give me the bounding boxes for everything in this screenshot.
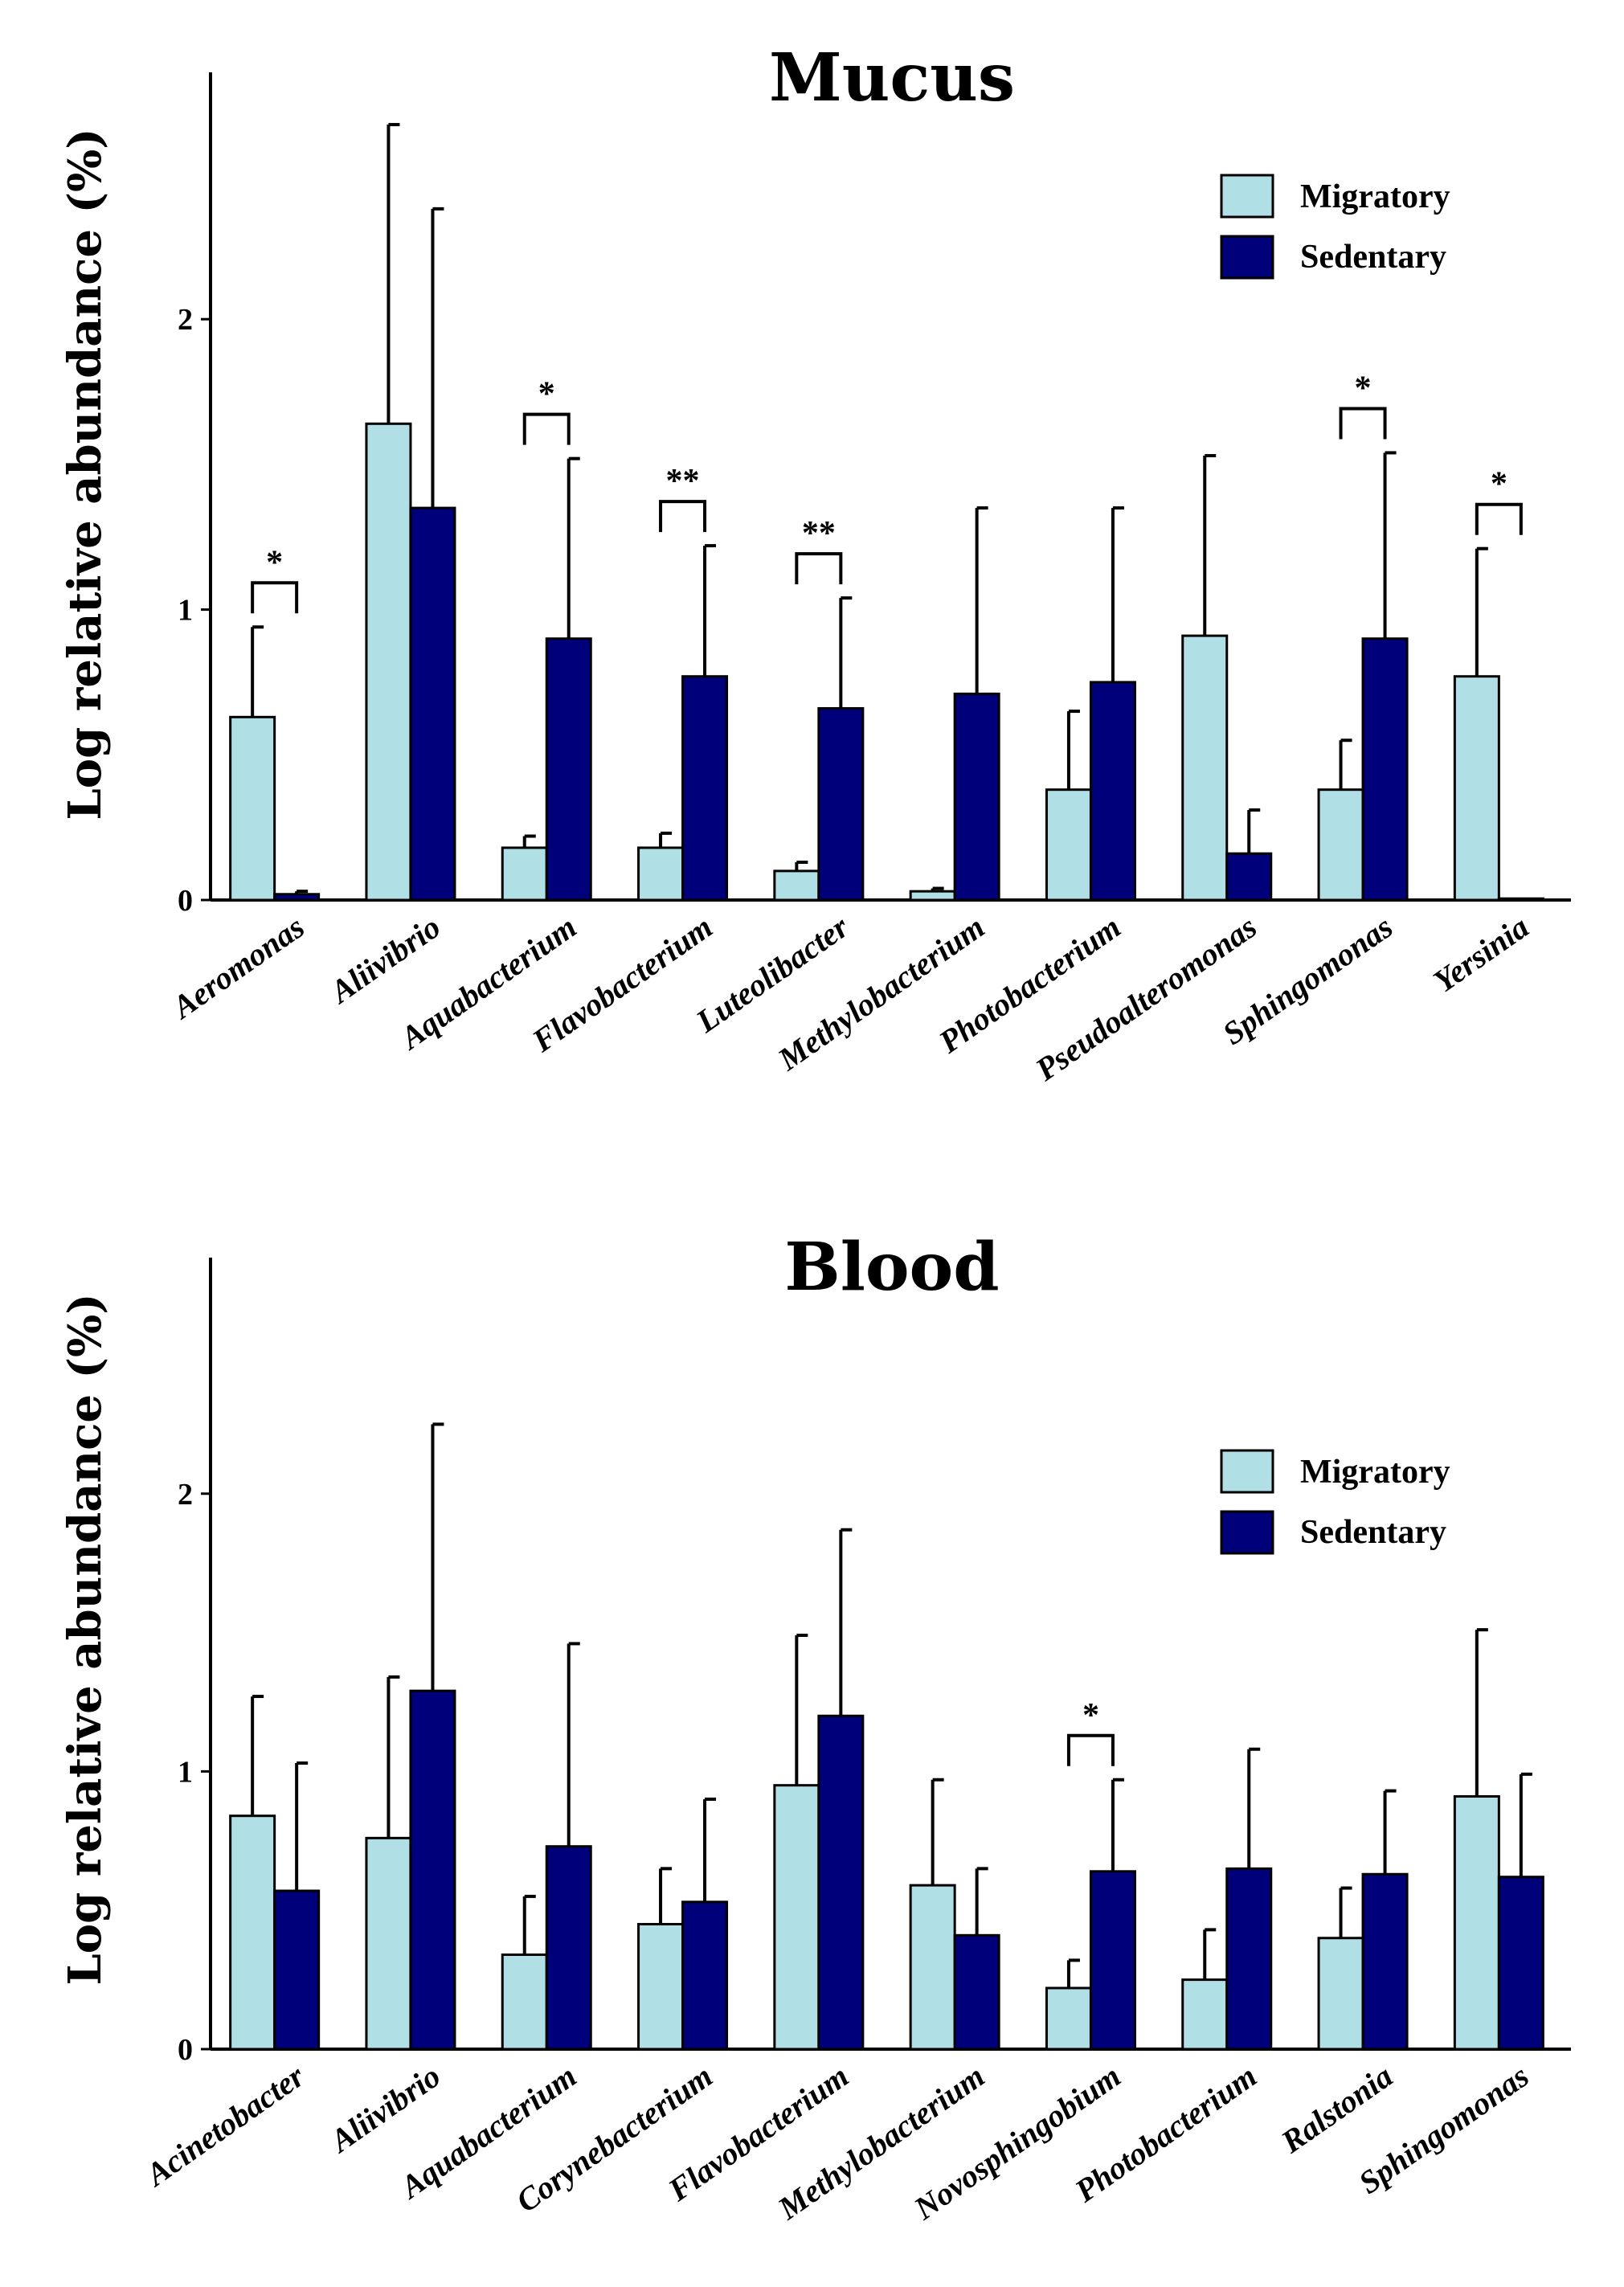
bar-sedentary-sphingomonas [1361,637,1409,902]
bar-sedentary-pseudoalteromonas [1225,852,1273,902]
bar-migratory-flavobacterium [637,846,685,902]
bar-sedentary-photobacterium [1089,681,1136,902]
x-tick-label-pseudoalteromonas: Pseudoalteromonas [1028,909,1262,1089]
chart-title: Blood [784,1229,999,1306]
bar-sedentary-acinetobacter [273,1889,321,2051]
significance-marker-novosphingobium: * [1082,1697,1099,1734]
blood-panel: Blood Log relative abundance (%) Migrato… [59,1229,1571,2227]
significance-bracket-yersinia [1475,502,1523,535]
y-axis-label: Log relative abundance (%) [59,1293,112,1985]
bar-migratory-aliivibrio [365,1836,412,2051]
significance-marker-sphingomonas: * [1355,370,1372,407]
bar-sedentary-flavobacterium [817,1714,865,2051]
bar-migratory-aquabacterium [501,1953,548,2051]
bar-sedentary-sphingomonas [1497,1876,1544,2051]
legend-swatch-sedentary [1220,1510,1274,1555]
bar-sedentary-aliivibrio [409,506,456,902]
bar-migratory-aquabacterium [501,846,548,902]
bar-sedentary-aliivibrio [409,1689,456,2051]
bar-sedentary-novosphingobium [1089,1870,1136,2051]
bar-migratory-ralstonia [1317,1937,1364,2051]
x-tick-label-ralstonia: Ralstonia [1274,2058,1399,2161]
bar-sedentary-methylobacterium [953,1933,1000,2051]
x-tick-label-acinetobacter: Acinetobacter [137,2057,311,2194]
bar-migratory-aliivibrio [365,422,412,902]
bar-migratory-corynebacterium [637,1922,685,2051]
bar-sedentary-aquabacterium [545,1845,592,2051]
mucus-panel: Mucus Log relative abundance (%) Migrato… [59,39,1571,1088]
y-tick-label: 2 [178,1478,193,1512]
bar-migratory-methylobacterium [909,1884,956,2051]
bar-migratory-yersinia [1453,675,1500,902]
y-tick-label: 2 [178,303,193,337]
bar-migratory-aeromonas [229,715,276,902]
legend-label-sedentary: Sedentary [1300,239,1446,276]
legend-label-sedentary: Sedentary [1300,1514,1446,1551]
y-tick-label: 0 [178,884,193,918]
x-tick-label-aliivibrio: Aliivibrio [321,909,447,1012]
bar-sedentary-flavobacterium [681,675,729,902]
significance-marker-yersinia: * [1491,466,1507,503]
legend-label-migratory: Migratory [1300,178,1450,215]
legend-swatch-migratory [1220,174,1274,219]
significance-marker-luteolibacter: ** [802,515,836,552]
y-tick-label: 1 [178,1755,193,1789]
significance-bracket-aeromonas [251,581,299,614]
bar-migratory-sphingomonas [1317,788,1364,902]
bar-sedentary-aquabacterium [545,637,592,902]
bar-sedentary-ralstonia [1361,1872,1409,2051]
significance-bracket-flavobacterium [659,500,707,533]
bar-migratory-sphingomonas [1453,1794,1500,2051]
significance-bracket-luteolibacter [795,552,843,585]
bar-migratory-novosphingobium [1045,1986,1092,2051]
legend: Migratory Sedentary [1220,174,1450,280]
significance-bracket-aquabacterium [522,412,571,445]
bar-sedentary-luteolibacter [817,706,865,902]
significance-marker-flavobacterium: ** [666,463,700,500]
bar-sedentary-methylobacterium [953,692,1000,902]
x-tick-label-yersinia: Yersinia [1426,909,1535,1000]
legend: Migratory Sedentary [1220,1449,1450,1555]
bar-migratory-photobacterium [1181,1978,1229,2051]
bar-migratory-photobacterium [1045,788,1092,902]
bar-migratory-flavobacterium [773,1784,820,2051]
x-tick-label-aeromonas: Aeromonas [164,909,311,1027]
significance-bracket-sphingomonas [1339,407,1387,440]
x-tick-label-aliivibrio: Aliivibrio [321,2058,447,2161]
y-tick-label: 0 [178,2033,193,2067]
significance-marker-aeromonas: * [266,544,283,581]
bar-migratory-acinetobacter [229,1814,276,2051]
y-tick-label: 1 [178,594,193,628]
significance-marker-aquabacterium: * [538,376,555,413]
chart-title: Mucus [769,39,1015,117]
bar-migratory-luteolibacter [773,869,820,902]
bar-sedentary-corynebacterium [681,1900,729,2051]
y-axis-label: Log relative abundance (%) [59,128,112,820]
legend-swatch-sedentary [1220,235,1274,280]
bar-sedentary-yersinia [1497,897,1544,902]
legend-swatch-migratory [1220,1449,1274,1494]
bar-sedentary-photobacterium [1225,1867,1273,2051]
legend-label-migratory: Migratory [1300,1454,1450,1491]
significance-bracket-novosphingobium [1066,1733,1115,1766]
bar-sedentary-aeromonas [273,893,321,902]
bar-migratory-pseudoalteromonas [1181,634,1229,902]
bar-migratory-methylobacterium [909,890,956,902]
